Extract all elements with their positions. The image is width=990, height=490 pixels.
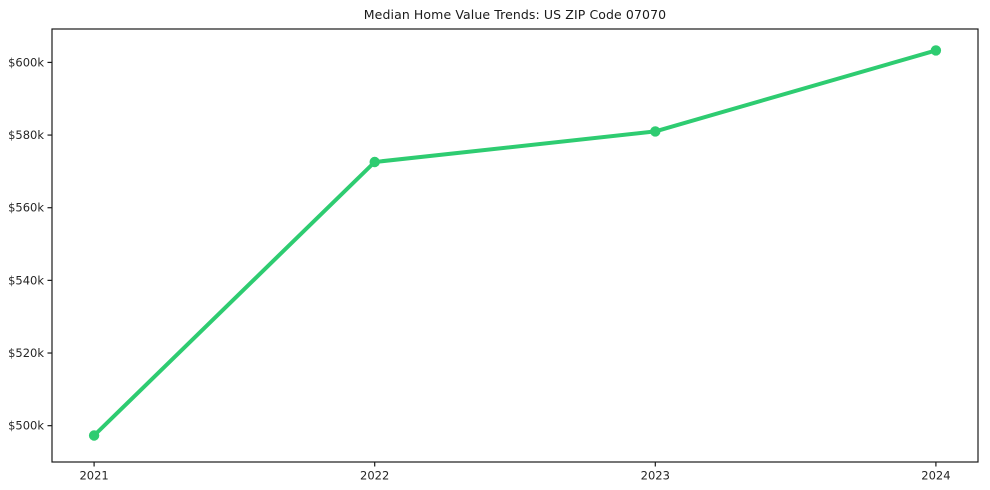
data-point-2021 [88, 430, 100, 441]
y-tick-label: $540k [8, 273, 44, 287]
x-tick-label: 2021 [79, 469, 108, 483]
plot-frame [51, 28, 979, 463]
x-tick-label: 2022 [360, 469, 389, 483]
data-point-2022 [369, 156, 380, 168]
trend-line [92, 48, 938, 438]
y-tick-label: $600k [8, 55, 44, 69]
data-point-2024 [930, 45, 942, 56]
y-tick-label: $580k [8, 128, 44, 142]
y-tick-label: $520k [8, 346, 44, 360]
y-tick-label: $560k [8, 201, 44, 215]
x-tick-label: 2023 [641, 469, 670, 483]
data-point-2023 [650, 126, 661, 137]
chart-title: Median Home Value Trends: US ZIP Code 07… [363, 7, 667, 22]
y-tick-label: $500k [8, 419, 44, 433]
x-tick-label: 2024 [921, 469, 950, 483]
